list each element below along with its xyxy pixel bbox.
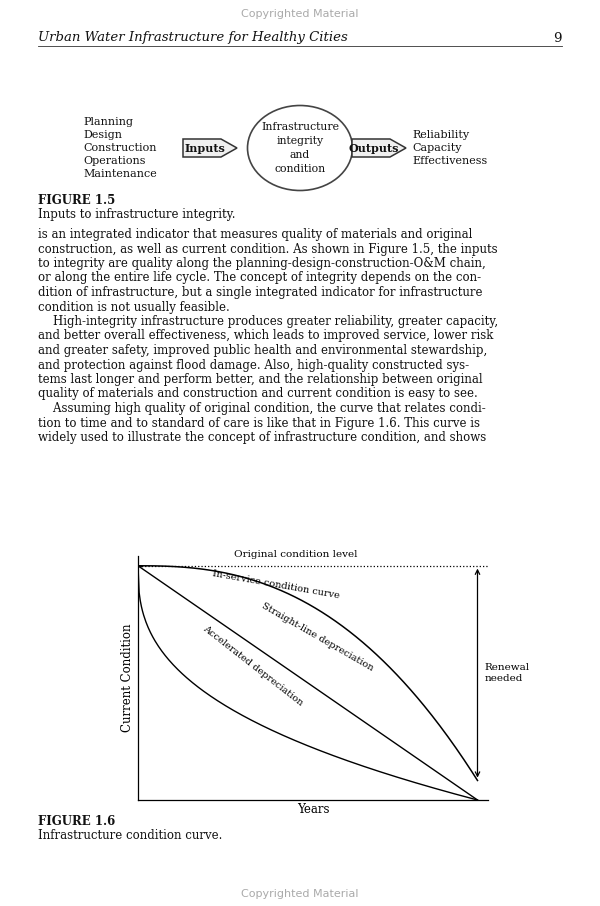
Text: Accelerated depreciation: Accelerated depreciation	[201, 623, 305, 708]
Text: Operations: Operations	[83, 156, 146, 166]
Text: Planning: Planning	[83, 117, 133, 127]
Text: Inputs: Inputs	[185, 142, 226, 153]
Text: quality of materials and construction and current condition is easy to see.: quality of materials and construction an…	[38, 388, 478, 400]
Text: Maintenance: Maintenance	[83, 169, 157, 179]
Text: is an integrated indicator that measures quality of materials and original: is an integrated indicator that measures…	[38, 228, 472, 241]
Text: and protection against flood damage. Also, high-quality constructed sys-: and protection against flood damage. Als…	[38, 359, 469, 371]
Text: widely used to illustrate the concept of infrastructure condition, and shows: widely used to illustrate the concept of…	[38, 431, 486, 444]
Text: and greater safety, improved public health and environmental stewardship,: and greater safety, improved public heal…	[38, 344, 487, 357]
Y-axis label: Current Condition: Current Condition	[121, 623, 134, 732]
Text: Reliability: Reliability	[412, 130, 469, 140]
Text: tion to time and to standard of care is like that in Figure 1.6. This curve is: tion to time and to standard of care is …	[38, 417, 480, 429]
Text: In-service condition curve: In-service condition curve	[212, 569, 340, 600]
Text: FIGURE 1.5: FIGURE 1.5	[38, 194, 115, 207]
Text: Capacity: Capacity	[412, 143, 461, 153]
Text: tems last longer and perform better, and the relationship between original: tems last longer and perform better, and…	[38, 373, 482, 386]
Text: to integrity are quality along the planning-design-construction-O&M chain,: to integrity are quality along the plann…	[38, 257, 486, 270]
Text: Outputs: Outputs	[349, 142, 399, 153]
Text: or along the entire life cycle. The concept of integrity depends on the con-: or along the entire life cycle. The conc…	[38, 272, 481, 284]
Text: 9: 9	[554, 32, 562, 44]
Text: Copyrighted Material: Copyrighted Material	[241, 9, 359, 19]
Text: Urban Water Infrastructure for Healthy Cities: Urban Water Infrastructure for Healthy C…	[38, 32, 348, 44]
Text: High-integrity infrastructure produces greater reliability, greater capacity,: High-integrity infrastructure produces g…	[38, 315, 498, 328]
Text: Construction: Construction	[83, 143, 157, 153]
Ellipse shape	[248, 105, 353, 190]
FancyArrow shape	[352, 139, 406, 157]
Text: construction, as well as current condition. As shown in Figure 1.5, the inputs: construction, as well as current conditi…	[38, 243, 497, 255]
Text: Copyrighted Material: Copyrighted Material	[241, 889, 359, 899]
Text: Original condition level: Original condition level	[234, 550, 357, 559]
FancyArrow shape	[183, 139, 237, 157]
Text: Renewal
needed: Renewal needed	[485, 663, 530, 683]
X-axis label: Years: Years	[297, 803, 329, 815]
Text: Straight-line depreciation: Straight-line depreciation	[260, 602, 376, 673]
Text: Design: Design	[83, 130, 122, 140]
Text: Assuming high quality of original condition, the curve that relates condi-: Assuming high quality of original condit…	[38, 402, 486, 415]
Text: condition is not usually feasible.: condition is not usually feasible.	[38, 301, 230, 313]
Text: FIGURE 1.6: FIGURE 1.6	[38, 815, 115, 828]
Text: Inputs to infrastructure integrity.: Inputs to infrastructure integrity.	[38, 208, 235, 221]
Text: Infrastructure condition curve.: Infrastructure condition curve.	[38, 829, 223, 842]
Text: Infrastructure
integrity
and
condition: Infrastructure integrity and condition	[261, 122, 339, 174]
Text: and better overall effectiveness, which leads to improved service, lower risk: and better overall effectiveness, which …	[38, 330, 493, 342]
Text: Effectiveness: Effectiveness	[412, 156, 487, 166]
Text: dition of infrastructure, but a single integrated indicator for infrastructure: dition of infrastructure, but a single i…	[38, 286, 482, 299]
